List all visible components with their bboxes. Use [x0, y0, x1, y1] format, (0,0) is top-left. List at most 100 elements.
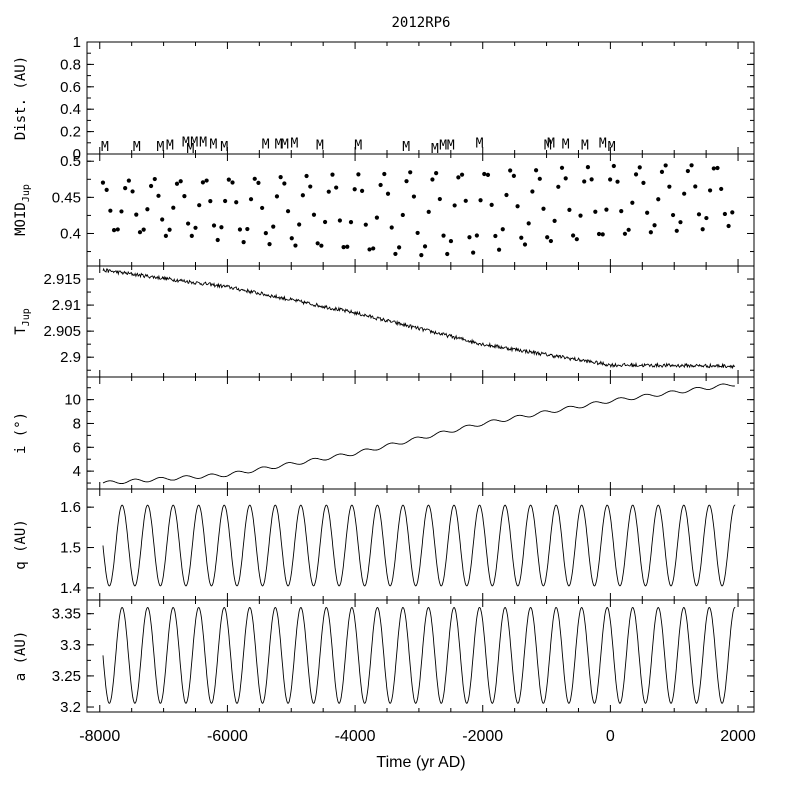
- close-approach-marker: M: [199, 135, 207, 150]
- moid-point: [556, 184, 561, 189]
- close-approach-marker: M: [608, 140, 616, 155]
- y-tick-label-tjup: 2.9: [60, 349, 81, 366]
- y-tick-label-incl: 6: [73, 439, 81, 456]
- close-approach-marker: M: [166, 139, 174, 154]
- moid-point: [385, 191, 391, 196]
- chart-title: 2012RP6: [391, 15, 450, 31]
- close-approach-marker: M: [281, 138, 289, 153]
- moid-point: [367, 247, 372, 252]
- moid-point: [471, 250, 476, 255]
- moid-point: [256, 180, 261, 185]
- panel-frame-incl: [86, 376, 755, 490]
- moid-point: [211, 223, 217, 228]
- y-axis-label-main-q: q (AU): [13, 519, 29, 570]
- moid-point: [119, 209, 124, 214]
- moid-point: [704, 215, 709, 221]
- x-tick-label: -6000: [207, 728, 248, 745]
- moid-point: [363, 222, 368, 227]
- panel-frame-moid: [86, 153, 755, 267]
- moid-point: [237, 227, 243, 232]
- moid-point: [548, 238, 554, 244]
- moid-point: [282, 181, 287, 186]
- panel-a: 3.2 3.25 3.3 3.35 a (AU): [13, 599, 755, 716]
- moid-point: [652, 223, 657, 228]
- moid-point: [711, 166, 716, 171]
- close-approach-marker: M: [316, 139, 324, 154]
- moid-point: [422, 244, 428, 249]
- moid-point: [141, 227, 146, 232]
- close-approach-marker: M: [209, 138, 217, 153]
- moid-point: [663, 163, 668, 168]
- moid-point: [300, 193, 305, 198]
- moid-point: [171, 205, 176, 210]
- moid-point: [489, 202, 494, 207]
- moid-point: [467, 235, 472, 240]
- moid-point: [622, 231, 628, 236]
- close-approach-marker: M: [182, 135, 190, 150]
- close-approach-marker: M: [547, 136, 555, 151]
- moid-point: [659, 169, 665, 174]
- moid-point: [230, 180, 235, 185]
- moid-point: [430, 177, 435, 182]
- moid-point: [148, 183, 154, 189]
- moid-point: [604, 207, 609, 212]
- moid-point: [156, 193, 161, 198]
- moid-point: [685, 168, 690, 174]
- moid-point: [334, 185, 339, 190]
- close-approach-marker: M: [291, 136, 299, 151]
- moid-point: [352, 187, 357, 192]
- moid-point: [226, 177, 231, 182]
- y-tick-label-q: 1.6: [60, 499, 81, 516]
- q-line: [102, 504, 736, 587]
- y-axis-label-main-incl: i (°): [13, 412, 29, 454]
- moid-point: [215, 237, 220, 243]
- y-tick-label-tjup: 2.905: [43, 323, 81, 340]
- moid-point: [359, 188, 365, 193]
- close-approach-marker: M: [544, 139, 552, 154]
- moid-point: [411, 194, 417, 199]
- moid-point: [219, 225, 224, 230]
- moid-point: [441, 233, 446, 238]
- y-axis-label-tjup: TJup: [13, 308, 32, 335]
- moid-point: [437, 196, 442, 202]
- y-axis-label-main-tjup: T: [13, 326, 29, 335]
- y-axis-label-a: a (AU): [13, 631, 29, 682]
- moid-point: [463, 198, 468, 203]
- moid-point: [582, 179, 587, 184]
- moid-point: [482, 171, 487, 177]
- moid-point: [519, 235, 524, 240]
- moid-point: [600, 232, 605, 237]
- moid-point: [589, 177, 594, 182]
- moid-point: [615, 179, 620, 184]
- moid-point: [271, 224, 276, 229]
- moid-point: [633, 172, 639, 177]
- y-tick-label-dist: 1: [73, 34, 81, 51]
- x-axis: -8000 -6000 -4000 -2000 0 2000: [79, 728, 756, 745]
- moid-point: [511, 173, 516, 179]
- moid-point: [537, 176, 542, 181]
- close-approach-marker: M: [439, 139, 447, 154]
- y-axis-label-incl: i (°): [13, 412, 29, 454]
- moid-point: [389, 225, 394, 230]
- moid-point: [285, 209, 291, 214]
- moid-point: [374, 215, 380, 220]
- moid-point: [445, 251, 450, 257]
- close-approach-marker: M: [354, 139, 362, 154]
- moid-point: [707, 188, 713, 193]
- y-axis-label-main-moid: MOID: [13, 202, 29, 236]
- moid-point: [304, 173, 309, 179]
- moid-point: [319, 243, 324, 248]
- x-tick-label: -2000: [462, 728, 503, 745]
- close-approach-marker: M: [402, 140, 410, 155]
- moid-point: [448, 238, 454, 244]
- moid-point: [682, 191, 687, 196]
- moid-point: [186, 221, 191, 226]
- moid-point: [593, 209, 598, 214]
- close-approach-marker: M: [447, 139, 455, 154]
- moid-point: [719, 186, 724, 192]
- y-tick-label-moid: 0.4: [60, 225, 81, 242]
- y-tick-label-q: 1.4: [60, 580, 81, 597]
- y-tick-label-moid: 0.5: [60, 153, 81, 170]
- moid-point: [700, 227, 705, 232]
